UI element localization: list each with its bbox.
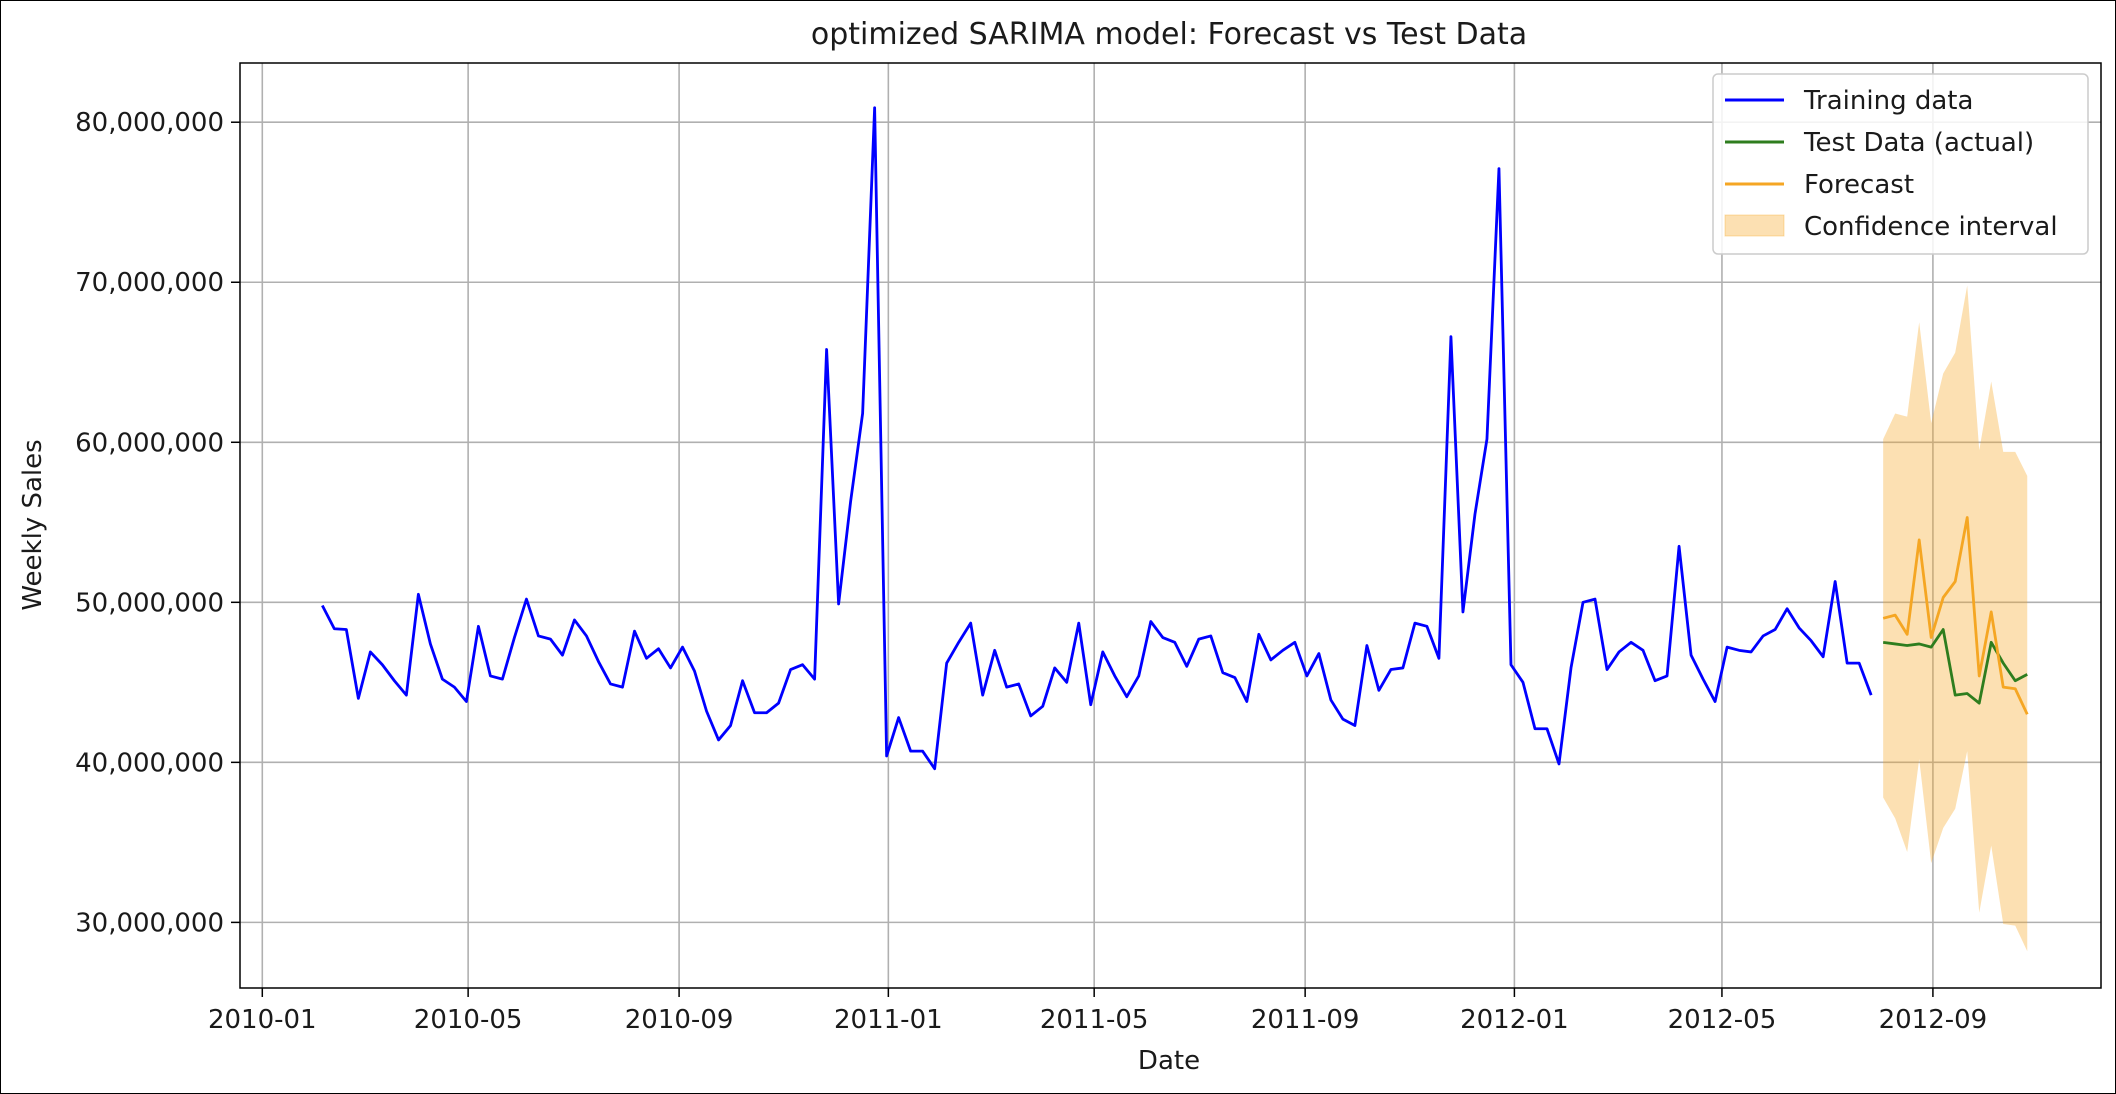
x-tick-label: 2011-01 (834, 1005, 943, 1035)
legend-label-training: Training data (1803, 86, 1973, 116)
legend: Training data Test Data (actual) Forecas… (1712, 73, 2089, 255)
x-tick-label: 2010-09 (625, 1005, 734, 1035)
training-data-line (321, 106, 1873, 771)
y-axis-label: Weekly Sales (18, 439, 48, 610)
y-tick-label: 70,000,000 (75, 268, 224, 298)
legend-box (1712, 73, 2089, 255)
x-tick-label: 2012-05 (1668, 1005, 1777, 1035)
chart-title: optimized SARIMA model: Forecast vs Test… (811, 17, 1527, 52)
gridlines (240, 63, 2101, 988)
x-tick-label: 2011-05 (1040, 1005, 1149, 1035)
x-axis-label: Date (1138, 1046, 1200, 1076)
legend-label-test: Test Data (actual) (1803, 128, 2034, 158)
x-tick-label: 2010-01 (208, 1005, 317, 1035)
forecast-line (1882, 516, 2029, 715)
y-tick-label: 60,000,000 (75, 428, 224, 458)
y-tick-label: 50,000,000 (75, 588, 224, 618)
x-tick-label: 2012-01 (1460, 1005, 1569, 1035)
x-tick-label: 2012-09 (1879, 1005, 1988, 1035)
test-data-line (1882, 628, 2028, 705)
confidence-interval-band (1883, 285, 2028, 952)
legend-swatch-confidence (1724, 214, 1785, 237)
series-layer (321, 106, 2029, 771)
plot-area-border (239, 62, 2102, 989)
x-tick-label: 2011-09 (1251, 1005, 1360, 1035)
y-tick-label: 40,000,000 (75, 748, 224, 778)
x-tick-label: 2010-05 (414, 1005, 523, 1035)
confidence-interval-layer (1883, 285, 2028, 952)
y-axis-ticks: 30,000,000 40,000,000 50,000,000 60,000,000… (75, 108, 240, 938)
x-axis-ticks: 2010-01 2010-05 2010-09 2011-01 2011-05 2011-… (208, 988, 1987, 1035)
legend-label-forecast: Forecast (1804, 170, 1914, 200)
y-tick-label: 30,000,000 (75, 908, 224, 938)
legend-label-confidence: Confidence interval (1804, 212, 2058, 242)
y-tick-label: 80,000,000 (75, 108, 224, 138)
